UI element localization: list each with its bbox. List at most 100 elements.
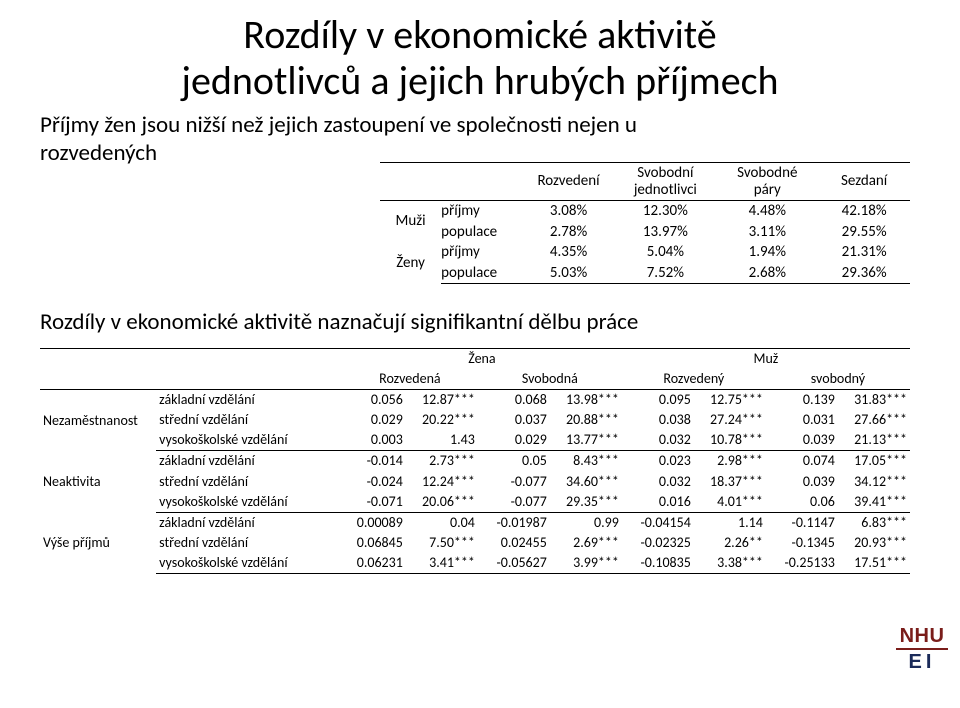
- cell-value: 0.00089: [342, 512, 406, 533]
- t2-sub-header: Rozvedená Svobodná Rozvedený svobodný: [40, 369, 910, 390]
- t1-group-0: Muži: [380, 201, 441, 243]
- education-label: vysokoškolské vzdělání: [156, 553, 342, 574]
- table-row: Ženy příjmy 4.35% 5.04% 1.94% 21.31%: [380, 242, 910, 263]
- cell-value: 0.04: [406, 512, 478, 533]
- subtitle-line-2: rozvedených: [40, 139, 157, 167]
- cell-value: -0.077: [478, 472, 550, 492]
- cell-value: 12.87***: [406, 390, 478, 411]
- cell-value: 4.01***: [694, 492, 766, 513]
- table-row: vysokoškolské vzdělání0.0031.430.02913.7…: [40, 430, 910, 451]
- cell-value: -0.01987: [478, 512, 550, 533]
- cell-value: 20.06***: [406, 492, 478, 513]
- cell-value: 17.05***: [838, 451, 910, 472]
- cell-value: 18.37***: [694, 472, 766, 492]
- education-label: vysokoškolské vzdělání: [156, 492, 342, 513]
- cell-value: 31.83***: [838, 390, 910, 411]
- subtitle: Příjmy žen jsou nižší než jejich zastoup…: [40, 112, 920, 167]
- cell-value: 12.24***: [406, 472, 478, 492]
- education-label: vysokoškolské vzdělání: [156, 430, 342, 451]
- cell-value: 0.023: [622, 451, 694, 472]
- cell-value: 34.60***: [550, 472, 622, 492]
- table-1-header-row: Rozvedení Svobodníjednotlivci Svobodnépá…: [380, 163, 910, 201]
- table-row: Výše příjmůzákladní vzdělání0.000890.04-…: [40, 512, 910, 533]
- category-label: Výše příjmů: [40, 512, 156, 573]
- cell-value: 0.02455: [478, 533, 550, 553]
- cell-value: 0.037: [478, 410, 550, 430]
- cell-value: 0.039: [766, 472, 838, 492]
- cell-value: -0.10835: [622, 553, 694, 574]
- cell-value: 3.41***: [406, 553, 478, 574]
- table-2: Žena Muž Rozvedená Svobodná Rozvedený sv…: [40, 348, 910, 574]
- logo-ei: EI: [892, 652, 952, 672]
- cell-value: -0.014: [342, 451, 406, 472]
- table-2-body: Nezaměstnanostzákladní vzdělání0.05612.8…: [40, 390, 910, 574]
- cell-value: 0.139: [766, 390, 838, 411]
- cell-value: 0.074: [766, 451, 838, 472]
- education-label: základní vzdělání: [156, 451, 342, 472]
- logo-nhu: NHU: [892, 626, 952, 646]
- t1-h0: Rozvedení: [523, 163, 615, 201]
- cell-value: 0.095: [622, 390, 694, 411]
- cell-value: 7.50***: [406, 533, 478, 553]
- cell-value: 20.22***: [406, 410, 478, 430]
- table-row: Muži příjmy 3.08% 12.30% 4.48% 42.18%: [380, 201, 910, 222]
- cell-value: -0.05627: [478, 553, 550, 574]
- cell-value: 0.06231: [342, 553, 406, 574]
- education-label: střední vzdělání: [156, 533, 342, 553]
- cell-value: 2.98***: [694, 451, 766, 472]
- table-row: střední vzdělání0.068457.50***0.024552.6…: [40, 533, 910, 553]
- table-row: vysokoškolské vzdělání0.062313.41***-0.0…: [40, 553, 910, 574]
- cell-value: -0.25133: [766, 553, 838, 574]
- slide: Rozdíly v ekonomické aktivitě jednotlivc…: [0, 0, 960, 708]
- subtitle-line-1: Příjmy žen jsou nižší než jejich zastoup…: [40, 111, 637, 139]
- cell-value: 34.12***: [838, 472, 910, 492]
- cell-value: 27.66***: [838, 410, 910, 430]
- cell-value: 0.038: [622, 410, 694, 430]
- cell-value: 12.75***: [694, 390, 766, 411]
- table-2-wrapper: Žena Muž Rozvedená Svobodná Rozvedený sv…: [40, 348, 910, 574]
- cell-value: -0.077: [478, 492, 550, 513]
- cell-value: 0.003: [342, 430, 406, 451]
- cell-value: 21.13***: [838, 430, 910, 451]
- education-label: základní vzdělání: [156, 512, 342, 533]
- cell-value: 0.06: [766, 492, 838, 513]
- cell-value: 2.73***: [406, 451, 478, 472]
- cell-value: 2.69***: [550, 533, 622, 553]
- cell-value: 29.35***: [550, 492, 622, 513]
- education-label: střední vzdělání: [156, 472, 342, 492]
- cell-value: 2.26**: [694, 533, 766, 553]
- table-row: vysokoškolské vzdělání-0.07120.06***-0.0…: [40, 492, 910, 513]
- cell-value: 20.93***: [838, 533, 910, 553]
- cell-value: 0.029: [478, 430, 550, 451]
- title-line-2: jednotlivců a jejich hrubých příjmech: [181, 56, 778, 105]
- cell-value: 0.039: [766, 430, 838, 451]
- table-row: střední vzdělání-0.02412.24***-0.07734.6…: [40, 472, 910, 492]
- t1-h3: Sezdaní: [818, 163, 910, 201]
- t1-h1: Svobodníjednotlivci: [614, 163, 716, 201]
- cell-value: -0.04154: [622, 512, 694, 533]
- cell-value: 3.99***: [550, 553, 622, 574]
- table-row: střední vzdělání0.02920.22***0.03720.88*…: [40, 410, 910, 430]
- logo-rule: [896, 648, 948, 650]
- table-1-wrapper: Rozvedení Svobodníjednotlivci Svobodnépá…: [380, 162, 910, 284]
- t2-super-header: Žena Muž: [40, 349, 910, 370]
- table-1-body: Muži příjmy 3.08% 12.30% 4.48% 42.18% po…: [380, 201, 910, 284]
- cell-value: 13.98***: [550, 390, 622, 411]
- cell-value: 0.05: [478, 451, 550, 472]
- cell-value: 0.032: [622, 430, 694, 451]
- cell-value: -0.1345: [766, 533, 838, 553]
- title-line-1: Rozdíly v ekonomické aktivitě: [243, 10, 716, 59]
- cell-value: 1.43: [406, 430, 478, 451]
- cell-value: 1.14: [694, 512, 766, 533]
- cell-value: 6.83***: [838, 512, 910, 533]
- table-1: Rozvedení Svobodníjednotlivci Svobodnépá…: [380, 162, 910, 284]
- cell-value: 0.016: [622, 492, 694, 513]
- table-row: Nezaměstnanostzákladní vzdělání0.05612.8…: [40, 390, 910, 411]
- education-label: základní vzdělání: [156, 390, 342, 411]
- cell-value: 17.51***: [838, 553, 910, 574]
- cell-value: 0.032: [622, 472, 694, 492]
- t1-group-1: Ženy: [380, 242, 441, 284]
- cell-value: 3.38***: [694, 553, 766, 574]
- title: Rozdíly v ekonomické aktivitě jednotlivc…: [40, 12, 920, 104]
- cell-value: 0.06845: [342, 533, 406, 553]
